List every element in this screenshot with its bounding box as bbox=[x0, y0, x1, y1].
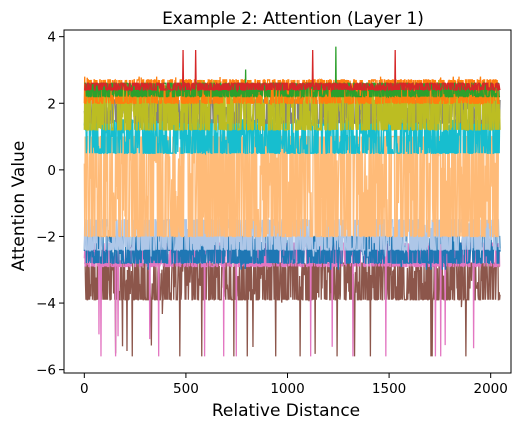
y-tick-label: −2 bbox=[36, 229, 56, 245]
y-tick-label: 4 bbox=[47, 30, 56, 46]
plot-area bbox=[83, 46, 501, 357]
x-tick-label: 500 bbox=[173, 381, 199, 397]
x-tick-label: 1000 bbox=[270, 381, 304, 397]
chart-title: Example 2: Attention (Layer 1) bbox=[162, 9, 424, 29]
axes: 0 500 1000 1500 2000 −6 −4 −2 0 2 4 bbox=[36, 29, 512, 397]
y-tick-label: −4 bbox=[36, 296, 56, 312]
x-tick-label: 0 bbox=[80, 381, 89, 397]
x-tick-label: 1500 bbox=[372, 381, 406, 397]
series-line-6 bbox=[83, 109, 501, 156]
y-tick-label: 2 bbox=[47, 96, 56, 112]
y-tick-label: −6 bbox=[36, 363, 56, 379]
x-axis-label: Relative Distance bbox=[212, 401, 360, 421]
x-tick-label: 2000 bbox=[474, 381, 508, 397]
y-tick-label: 0 bbox=[47, 163, 56, 179]
series-line-9 bbox=[83, 76, 501, 106]
y-axis-label: Attention Value bbox=[9, 141, 29, 272]
series-line-11 bbox=[84, 49, 501, 93]
